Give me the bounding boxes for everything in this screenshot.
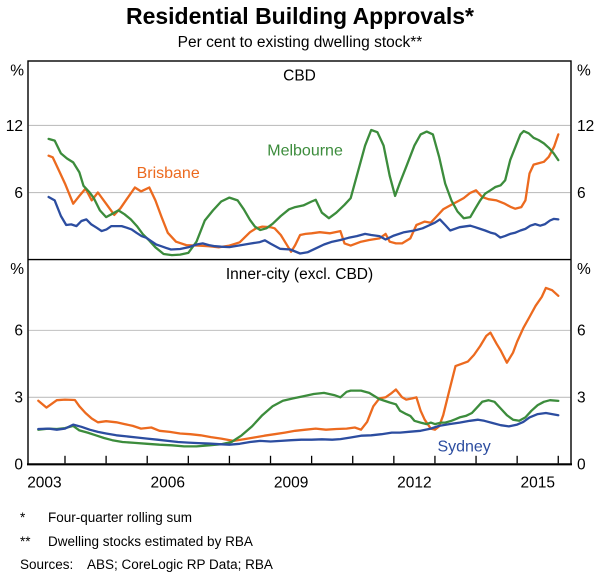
footnote-2-marker: ** — [20, 534, 31, 549]
ytick-right-cbd-12: 12 — [577, 118, 594, 135]
xtick-label-2012: 2012 — [397, 474, 431, 491]
panel-title-cbd: CBD — [283, 68, 316, 85]
xtick-label-2015: 2015 — [520, 474, 554, 491]
ytick-right-inner-0: 0 — [577, 457, 586, 474]
sources-label: Sources: — [20, 557, 74, 572]
series-line-melbourne-cbd — [47, 128, 560, 257]
ytick-left-cbd-12: 12 — [6, 118, 23, 135]
xtick-label-2003: 2003 — [27, 474, 61, 491]
series-label-sydney-inner: Sydney — [437, 438, 490, 455]
unit-label-left-inner: % — [10, 261, 24, 278]
ytick-right-inner-3: 3 — [577, 390, 586, 407]
ytick-left-inner-0: 0 — [14, 457, 23, 474]
series-line-melbourne-inner — [37, 389, 560, 448]
panel-title-inner: Inner-city (excl. CBD) — [226, 266, 373, 283]
series-line-brisbane-cbd — [47, 133, 560, 253]
unit-label-right-inner: % — [577, 261, 591, 278]
series-label-brisbane-cbd: Brisbane — [137, 165, 200, 182]
series-line-sydney-inner — [37, 411, 560, 446]
series-line-brisbane-inner — [37, 286, 560, 443]
series-line-sydney-cbd — [47, 195, 560, 255]
chart-subtitle: Per cent to existing dwelling stock** — [177, 34, 423, 51]
unit-label-right-cbd: % — [577, 63, 591, 80]
chart-title: Residential Building Approvals* — [125, 3, 475, 29]
ytick-right-cbd-6: 6 — [577, 185, 586, 202]
ytick-right-inner-6: 6 — [577, 323, 586, 340]
ytick-left-cbd-6: 6 — [14, 185, 23, 202]
footnote-2-text: Dwelling stocks estimated by RBA — [48, 534, 253, 549]
series-label-melbourne-cbd: Melbourne — [267, 143, 343, 160]
xtick-label-2009: 2009 — [274, 474, 308, 491]
footnote-1-text: Four-quarter rolling sum — [48, 510, 193, 525]
ytick-left-inner-3: 3 — [14, 390, 23, 407]
unit-label-left-cbd: % — [10, 63, 24, 80]
xtick-label-2006: 2006 — [151, 474, 185, 491]
plot-frame — [27, 60, 572, 465]
sources-text: ABS; CoreLogic RP Data; RBA — [87, 557, 273, 572]
footnote-1-marker: * — [20, 510, 26, 525]
ytick-left-inner-6: 6 — [14, 323, 23, 340]
